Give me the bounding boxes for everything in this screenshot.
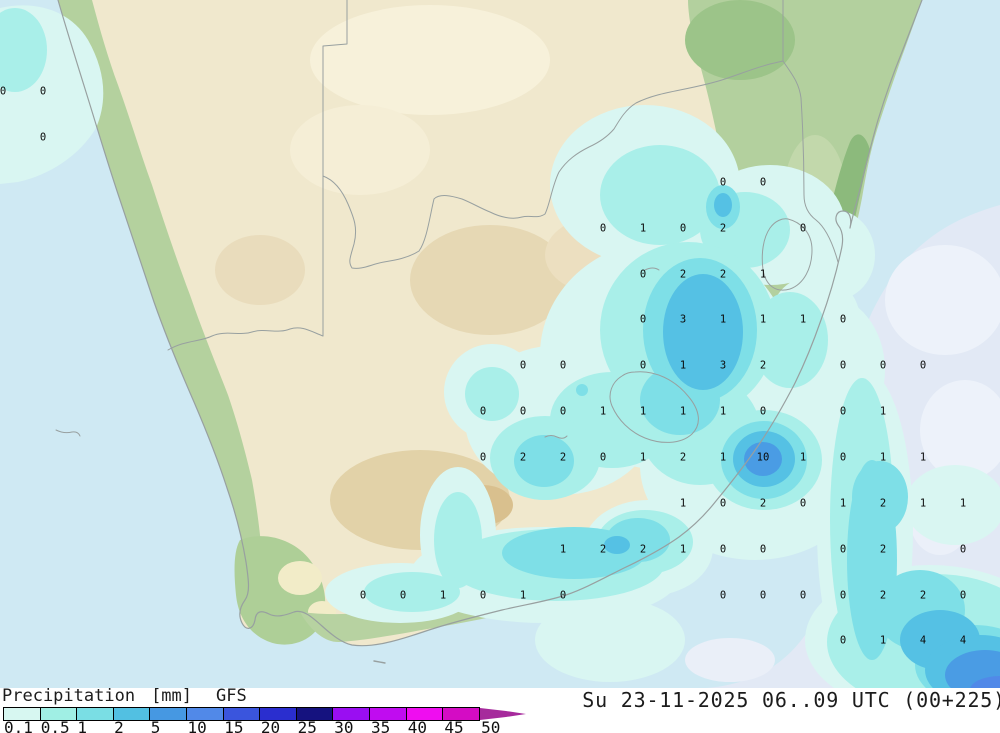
border-lesotho (609, 371, 699, 443)
colorbar-tick-label: 0.5 (40, 718, 70, 733)
colorbar-cell (333, 708, 371, 720)
border-botswana-sa (322, 60, 784, 269)
colorbar-cell (260, 708, 297, 720)
legend-title-text: Precipitation (2, 686, 136, 706)
border-eswatini (761, 218, 813, 291)
colorbar-tick-label: 1 (77, 718, 88, 733)
colorbar-tick-label: 35 (371, 718, 391, 733)
colorbar-ticks: 0.1 0.5 1 2 5 10 15 20 25 30 35 40 45 50 (0, 720, 1000, 733)
colorbar-cell (77, 708, 114, 720)
colorbar-cell (406, 708, 444, 720)
colorbar-arrow (480, 708, 526, 720)
border-namibia-botswana (322, 0, 348, 337)
colorbar-tick-label: 15 (224, 718, 244, 733)
colorbar-tick-label: 0.1 (4, 718, 33, 733)
colorbar-tick-label: 5 (150, 718, 161, 733)
colorbar-cell (370, 708, 407, 720)
colorbar-cell (443, 708, 479, 720)
borders (55, 0, 923, 664)
border-mozambique-sa (782, 60, 839, 263)
border-orange-river (167, 327, 324, 351)
river-squiggle-1 (544, 435, 568, 439)
timestamp: Su 23-11-2025 06..09 UTC (00+225) (582, 688, 1000, 712)
coastline (57, 0, 923, 647)
colorbar (3, 707, 480, 721)
island-dash (373, 660, 386, 664)
river-squiggle-2 (644, 267, 660, 271)
colorbar-tick-label: 50 (481, 718, 501, 733)
colorbar-cell (40, 708, 78, 720)
colorbar-cell (4, 708, 41, 720)
colorbar-tick-label: 30 (334, 718, 354, 733)
legend-bar: Precipitation [mm] GFS Su 23-11-2025 06..0… (0, 686, 1000, 733)
colorbar-cell (113, 708, 151, 720)
legend-model: GFS (216, 686, 247, 706)
legend-title: Precipitation [mm] GFS (2, 686, 247, 706)
legend-unit: [mm] (151, 686, 193, 706)
colorbar-cell (187, 708, 224, 720)
colorbar-cell (150, 708, 188, 720)
colorbar-tick-label: 40 (407, 718, 427, 733)
colorbar-tick-label: 20 (260, 718, 281, 733)
colorbar-tick-label: 10 (187, 718, 207, 733)
precip-band-10 (970, 676, 1000, 688)
colorbar-tick-label: 2 (114, 718, 124, 733)
colorbar-cell (296, 708, 334, 720)
colorbar-tick-label: 45 (444, 718, 464, 733)
map-art (0, 0, 1000, 688)
precip-band-2 (604, 193, 1000, 688)
precip-overlay (0, 5, 1000, 688)
river-squiggle-3 (55, 429, 81, 437)
green-west-coast (58, 0, 263, 600)
colorbar-cell (223, 708, 261, 720)
colorbar-tick-label: 25 (297, 718, 317, 733)
